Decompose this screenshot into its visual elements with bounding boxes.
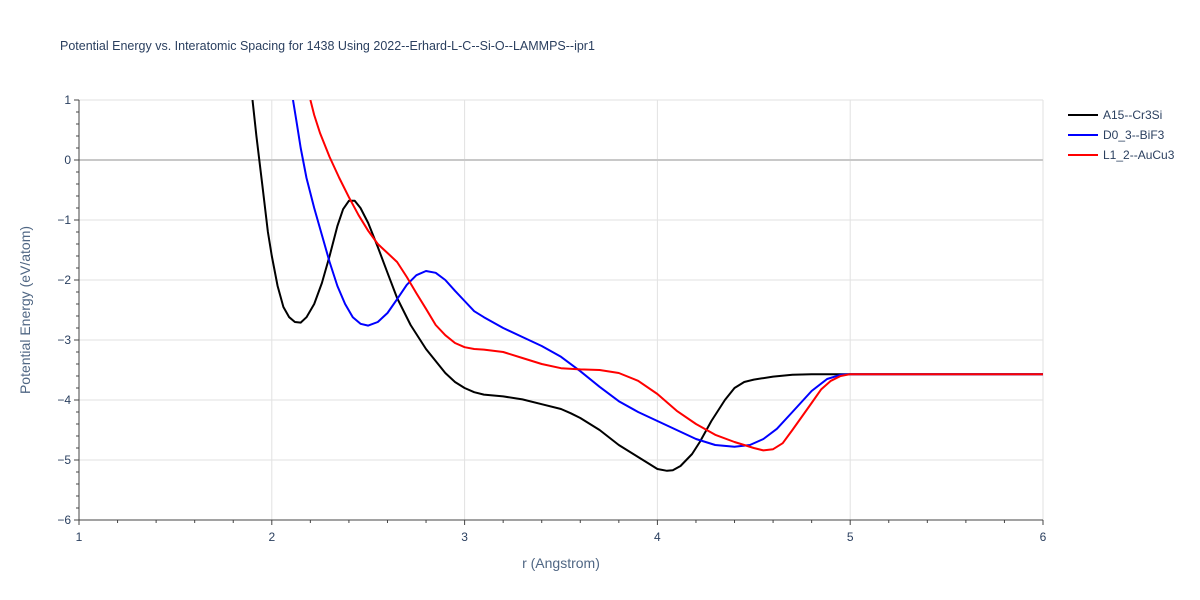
x-tick-label: 2: [268, 530, 275, 544]
y-tick-label: −3: [57, 333, 71, 347]
legend-label: A15--Cr3Si: [1103, 108, 1162, 122]
y-tick-label: −2: [57, 273, 71, 287]
series-line-1: [292, 100, 1043, 448]
series-line-0: [251, 100, 1043, 472]
axes: 1 2 3 4 5 6 1 0 −1 −2 −3 −4 −5 −6: [57, 93, 1046, 544]
y-tick-label: −6: [57, 513, 71, 527]
x-tick-label: 5: [847, 530, 854, 544]
y-tick-label: −5: [57, 453, 71, 467]
y-tick-label: 1: [64, 93, 71, 107]
legend-label: D0_3--BiF3: [1103, 128, 1165, 142]
legend-label: L1_2--AuCu3: [1103, 148, 1175, 162]
x-tick-label: 1: [76, 530, 83, 544]
x-tick-label: 4: [654, 530, 661, 544]
y-tick-label: −1: [57, 213, 71, 227]
chart-title: Potential Energy vs. Interatomic Spacing…: [60, 39, 595, 53]
y-tick-label: 0: [64, 153, 71, 167]
x-axis-title: r (Angstrom): [522, 555, 600, 571]
grid-lines: [79, 99, 1044, 520]
series-line-2: [309, 100, 1043, 452]
plot-area: [251, 100, 1043, 472]
x-tick-label: 3: [461, 530, 468, 544]
y-tick-label: −4: [57, 393, 71, 407]
y-axis-title: Potential Energy (eV/atom): [17, 226, 33, 394]
legend[interactable]: A15--Cr3Si D0_3--BiF3 L1_2--AuCu3: [1068, 108, 1175, 162]
x-tick-label: 6: [1040, 530, 1047, 544]
